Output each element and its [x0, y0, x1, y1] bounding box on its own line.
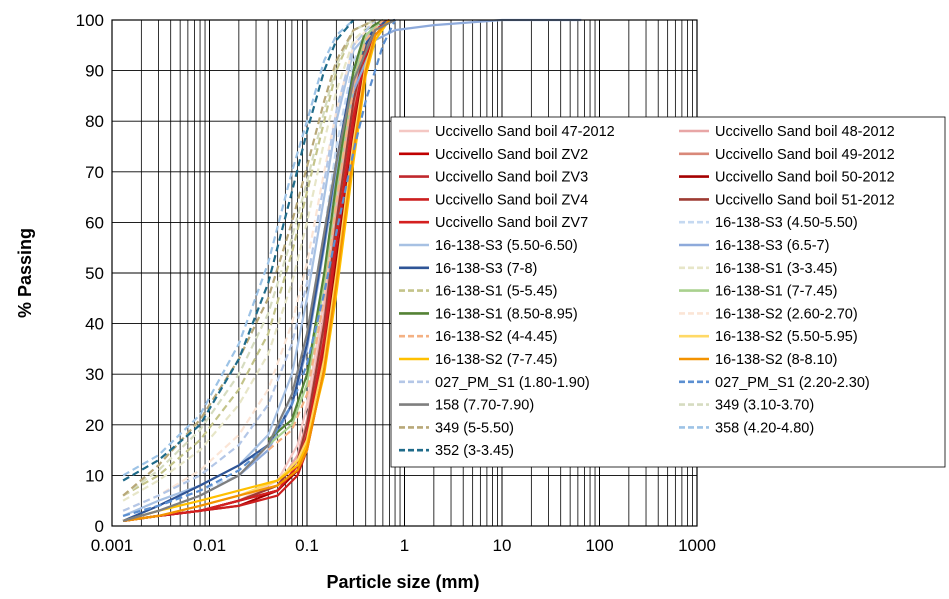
- series-line: [122, 19, 391, 522]
- series-line: [122, 19, 376, 512]
- series-line: [122, 18, 396, 522]
- legend-label: 16-138-S3 (4.50-5.50): [715, 215, 858, 231]
- legend-label: 16-138-S1 (7-7.45): [715, 284, 838, 300]
- series-line: [122, 19, 397, 517]
- legend-label: 16-138-S2 (2.60-2.70): [715, 306, 858, 322]
- series-line: [267, 19, 384, 441]
- y-tick-label: 30: [85, 365, 104, 384]
- legend-label: Uccivello Sand boil 48-2012: [715, 124, 895, 140]
- x-tick-label: 0.01: [193, 536, 226, 555]
- legend-label: 352 (3-3.45): [435, 443, 514, 459]
- legend-label: 16-138-S3 (6.5-7): [715, 238, 829, 254]
- legend-label: 349 (5-5.50): [435, 420, 514, 436]
- legend-label: Uccivello Sand boil 47-2012: [435, 124, 615, 140]
- legend-label: Uccivello Sand boil 51-2012: [715, 192, 895, 208]
- legend-label: 16-138-S2 (8-8.10): [715, 352, 838, 368]
- legend-label: 16-138-S2 (7-7.45): [435, 352, 558, 368]
- y-tick-label: 100: [76, 11, 104, 30]
- legend-label: 358 (4.20-4.80): [715, 420, 814, 436]
- legend-label: Uccivello Sand boil ZV4: [435, 192, 588, 208]
- y-tick-label: 0: [95, 517, 104, 536]
- y-tick-label: 80: [85, 112, 104, 131]
- series-line: [122, 19, 376, 512]
- x-tick-label: 0.1: [295, 536, 319, 555]
- y-tick-labels: 0 10 20 30 40 50 60 70 80 90 100: [76, 11, 104, 536]
- x-axis-title: Particle size (mm): [326, 572, 479, 592]
- x-tick-label: 10: [493, 536, 512, 555]
- series-line: [122, 19, 376, 497]
- x-tick-label: 0.001: [91, 536, 134, 555]
- legend-label: 16-138-S2 (4-4.45): [435, 329, 558, 345]
- series-line: [122, 19, 355, 477]
- x-tick-label: 1000: [678, 536, 716, 555]
- series-line: [122, 19, 355, 482]
- series-line: [267, 19, 384, 446]
- y-tick-label: 60: [85, 213, 104, 232]
- legend-label: 16-138-S3 (7-8): [435, 261, 537, 277]
- series-line: [122, 19, 376, 502]
- legend-label: 027_PM_S1 (1.80-1.90): [435, 375, 590, 391]
- legend-label: Uccivello Sand boil 50-2012: [715, 170, 895, 186]
- y-tick-label: 90: [85, 62, 104, 81]
- legend-label: 16-138-S3 (5.50-6.50): [435, 238, 578, 254]
- legend-label: Uccivello Sand boil 49-2012: [715, 147, 895, 163]
- x-tick-label: 1: [400, 536, 409, 555]
- x-tick-labels: 0.001 0.01 0.1 1 10 100 1000: [91, 536, 716, 555]
- y-tick-label: 70: [85, 163, 104, 182]
- series-line: [122, 19, 376, 497]
- legend-label: 16-138-S1 (8.50-8.95): [435, 306, 578, 322]
- y-axis-title: % Passing: [15, 228, 35, 318]
- y-tick-label: 10: [85, 466, 104, 485]
- legend-label: 349 (3.10-3.70): [715, 398, 814, 414]
- y-tick-label: 40: [85, 315, 104, 334]
- legend-label: 16-138-S1 (3-3.45): [715, 261, 838, 277]
- legend-label: 027_PM_S1 (2.20-2.30): [715, 375, 870, 391]
- legend: Uccivello Sand boil 47-2012 Uccivello San…: [390, 116, 946, 468]
- series-line: [122, 19, 396, 522]
- series-line: [267, 19, 384, 451]
- legend-label: Uccivello Sand boil ZV3: [435, 170, 588, 186]
- y-tick-label: 50: [85, 264, 104, 283]
- legend-label: 158 (7.70-7.90): [435, 398, 534, 414]
- series-lines: [122, 18, 582, 522]
- x-tick-label: 100: [585, 536, 613, 555]
- legend-label: 16-138-S2 (5.50-5.95): [715, 329, 858, 345]
- legend-label: Uccivello Sand boil ZV2: [435, 147, 588, 163]
- legend-box: [390, 116, 946, 468]
- series-line: [122, 19, 376, 497]
- legend-label: 16-138-S1 (5-5.45): [435, 284, 558, 300]
- y-tick-label: 20: [85, 416, 104, 435]
- legend-label: Uccivello Sand boil ZV7: [435, 215, 588, 231]
